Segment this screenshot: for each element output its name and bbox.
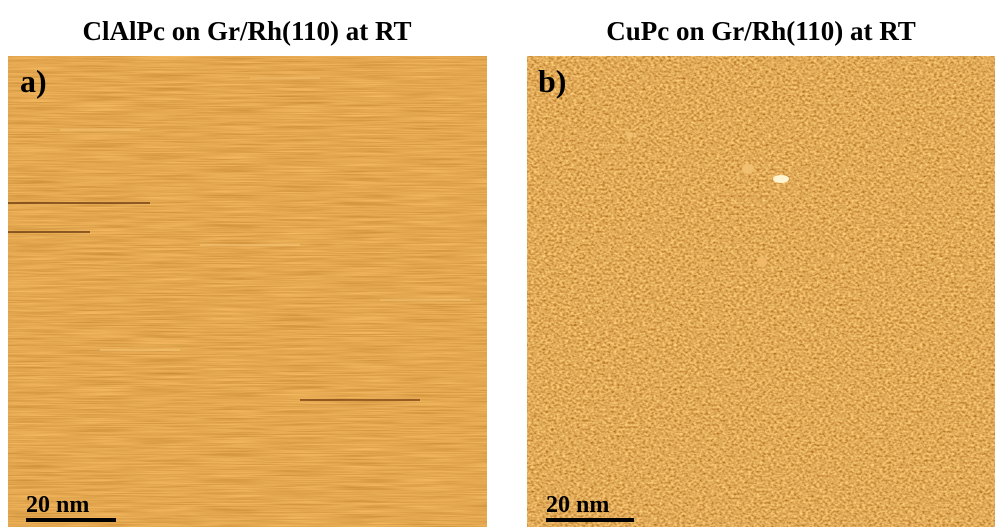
scale-bar <box>26 518 116 522</box>
stm-image <box>8 56 487 527</box>
stm-image <box>527 56 995 527</box>
panel-label: b) <box>538 63 566 99</box>
panel-title: ClAlPc on Gr/Rh(110) at RT <box>82 16 411 46</box>
scale-bar-label: 20 nm <box>26 492 89 518</box>
figure: ClAlPc on Gr/Rh(110) at RT a) 20 nm CuPc… <box>0 0 995 527</box>
panel-title: CuPc on Gr/Rh(110) at RT <box>606 16 916 46</box>
scale-bar <box>546 518 634 522</box>
scale-bar-label: 20 nm <box>546 492 609 518</box>
panel-label: a) <box>20 63 47 99</box>
